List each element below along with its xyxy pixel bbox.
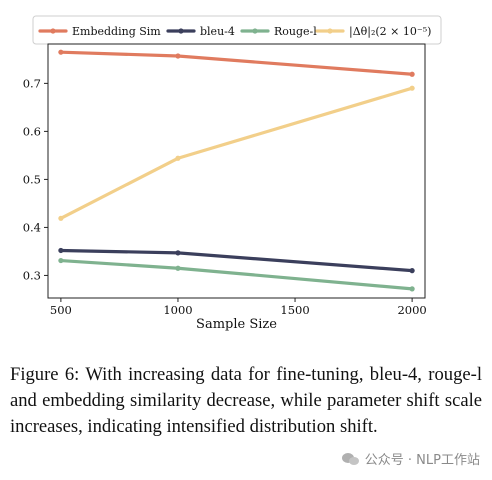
- legend-label: |Δθ|₂(2 × 10⁻⁵): [349, 25, 431, 39]
- legend-marker: [327, 28, 333, 34]
- legend-label: Rouge-l: [274, 25, 317, 38]
- x-tick-label: 1500: [280, 303, 309, 317]
- data-point: [58, 215, 64, 221]
- x-axis: 500 1000 1500 2000: [50, 298, 427, 317]
- legend-label: bleu-4: [200, 25, 235, 38]
- data-point: [175, 53, 181, 59]
- legend-label: Embedding Sim: [72, 25, 161, 38]
- legend-marker: [50, 28, 56, 34]
- data-point: [409, 85, 415, 91]
- x-tick-label: 2000: [397, 303, 426, 317]
- y-tick-label: 0.3: [23, 268, 41, 282]
- data-point: [175, 250, 181, 256]
- legend: Embedding Sim bleu-4 Rouge-l |Δθ|₂(2 × 10⁻⁵…: [32, 15, 442, 45]
- series-line-3: [59, 86, 414, 220]
- x-tick-label: 500: [50, 303, 72, 317]
- data-point: [58, 247, 64, 254]
- series-lines: [58, 49, 415, 292]
- watermark-text: 公众号 · NLP工作站: [364, 453, 480, 468]
- x-axis-label: Sample Size: [196, 317, 277, 332]
- data-point: [58, 49, 64, 55]
- series-line-1: [59, 248, 414, 273]
- wechat-icon: [341, 452, 360, 466]
- data-point: [409, 286, 415, 292]
- y-axis: 0.3 0.4 0.5 0.6 0.7: [23, 76, 48, 282]
- legend-marker: [252, 28, 258, 34]
- data-point: [409, 71, 415, 77]
- series-line-0: [59, 50, 414, 76]
- y-tick-label: 0.5: [23, 172, 41, 186]
- line-chart: Embedding Sim bleu-4 Rouge-l |Δθ|₂(2 × 10⁻⁵…: [23, 15, 442, 332]
- data-point: [58, 257, 64, 264]
- x-tick-label: 1000: [163, 303, 192, 317]
- figure-caption: Figure 6: With increasing data for fine-…: [10, 364, 482, 437]
- y-tick-label: 0.6: [23, 124, 41, 138]
- watermark: 公众号 · NLP工作站: [341, 449, 480, 468]
- series-line-2: [59, 258, 414, 291]
- data-point: [409, 268, 415, 274]
- data-point: [175, 155, 181, 161]
- plot-frame: [47, 43, 426, 299]
- y-tick-label: 0.7: [23, 76, 41, 90]
- y-tick-label: 0.4: [23, 220, 41, 234]
- legend-marker: [178, 28, 184, 34]
- data-point: [175, 265, 181, 271]
